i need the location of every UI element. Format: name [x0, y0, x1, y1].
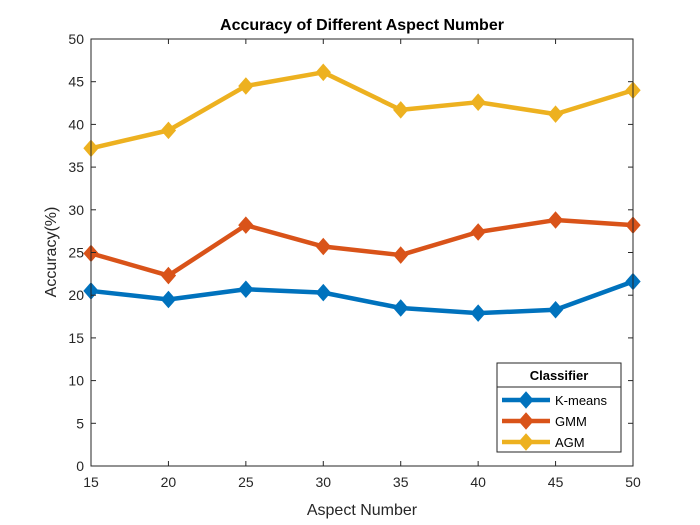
series-line — [88, 279, 636, 316]
series-agm — [83, 63, 641, 158]
chart-title: Accuracy of Different Aspect Number — [220, 17, 504, 34]
data-point — [315, 63, 331, 82]
data-point — [470, 223, 486, 241]
data-point — [160, 266, 177, 285]
y-tick-label: 25 — [68, 245, 84, 261]
y-tick-label: 0 — [76, 458, 84, 474]
series-gmm — [83, 211, 641, 285]
y-tick-label: 40 — [68, 116, 84, 132]
data-point — [547, 105, 564, 123]
data-point — [315, 283, 331, 302]
x-axis-label: Aspect Number — [307, 502, 418, 519]
data-point — [238, 77, 254, 95]
data-point — [238, 280, 254, 298]
data-point — [315, 237, 331, 256]
x-tick-label: 40 — [470, 474, 486, 490]
data-point — [160, 121, 177, 140]
legend-entry: AGM — [502, 433, 585, 451]
data-point — [393, 101, 409, 119]
legend-label: K-means — [555, 393, 608, 408]
data-point — [393, 246, 409, 264]
legend-box — [496, 362, 622, 453]
x-tick-label: 45 — [548, 474, 564, 490]
y-tick-label: 35 — [68, 159, 84, 175]
data-point — [547, 300, 564, 319]
legend: Classifier K-means GMM AGM — [496, 362, 622, 453]
y-tick-label: 15 — [68, 330, 84, 346]
x-tick-label: 30 — [315, 474, 331, 490]
y-tick-label: 45 — [68, 74, 84, 90]
x-tick-label: 50 — [625, 474, 641, 490]
series-line — [88, 70, 636, 151]
y-tick-label: 10 — [68, 373, 84, 389]
series-line — [88, 217, 636, 278]
y-tick-label: 20 — [68, 287, 84, 303]
legend-swatch-marker — [518, 391, 534, 409]
legend-label: AGM — [555, 435, 585, 450]
data-point — [238, 216, 254, 234]
legend-title: Classifier — [530, 368, 589, 383]
legend-swatch-marker — [518, 433, 534, 451]
x-tick-label: 20 — [161, 474, 177, 490]
y-tick-label: 5 — [76, 415, 84, 431]
data-point — [470, 304, 486, 322]
data-point — [393, 299, 409, 317]
y-axis-label: Accuracy(%) — [43, 207, 60, 298]
data-point — [470, 93, 486, 111]
y-tick-label: 50 — [68, 31, 84, 47]
x-tick-label: 25 — [238, 474, 254, 490]
legend-entries: K-means GMM AGM — [502, 391, 608, 451]
data-point — [160, 290, 177, 309]
legend-entry: K-means — [502, 391, 608, 409]
y-tick-label: 30 — [68, 202, 84, 218]
legend-entry: GMM — [502, 412, 587, 430]
axes-layer: 15 20 25 30 35 40 45 50 0 5 10 15 20 25 30 35 40 45 50 — [68, 31, 641, 490]
x-tick-label: 15 — [83, 474, 99, 490]
data-point — [547, 211, 564, 229]
legend-label: GMM — [555, 414, 587, 429]
x-tick-label: 35 — [393, 474, 409, 490]
legend-swatch-marker — [518, 412, 534, 430]
